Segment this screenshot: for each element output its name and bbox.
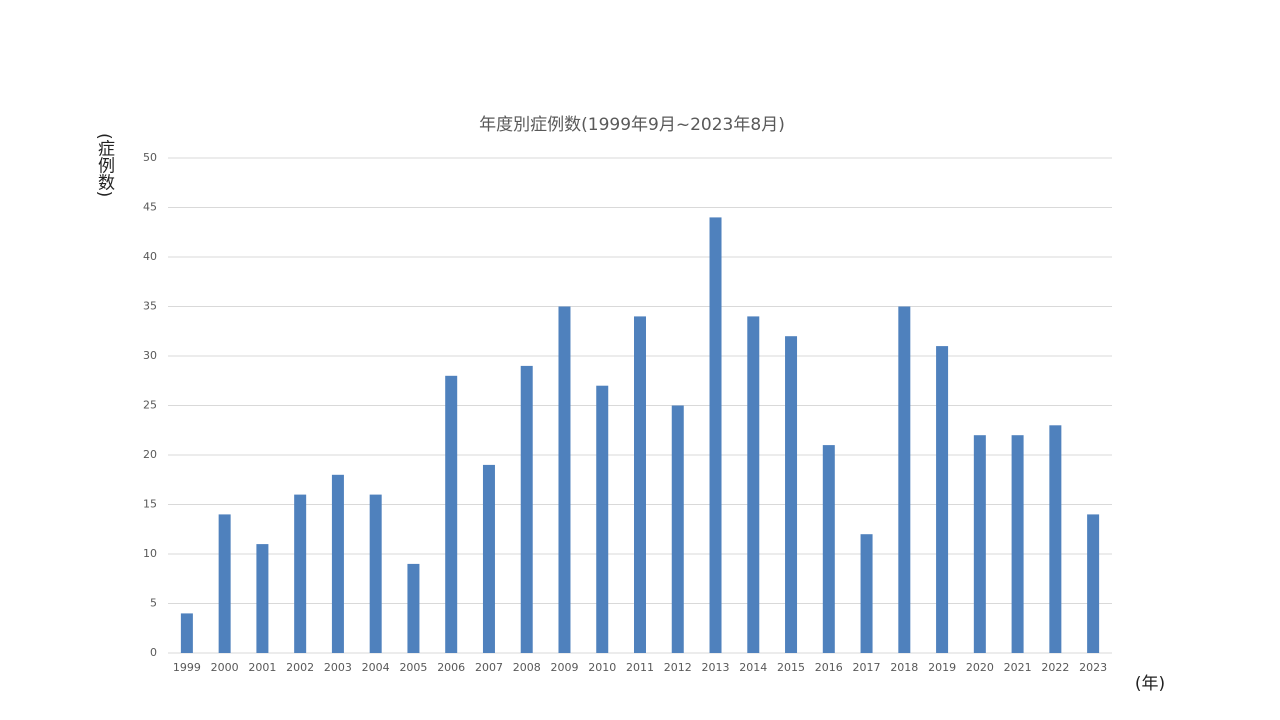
bar [634, 316, 646, 653]
x-tick-label: 2010 [588, 661, 616, 674]
x-tick-label: 2008 [513, 661, 541, 674]
x-tick-label: 2000 [211, 661, 239, 674]
x-tick-label: 2020 [966, 661, 994, 674]
x-tick-label: 2019 [928, 661, 956, 674]
y-tick-label: 30 [143, 349, 157, 362]
x-tick-label: 1999 [173, 661, 201, 674]
bar [596, 385, 609, 653]
x-tick-label: 2017 [853, 661, 881, 674]
x-tick-label: 2005 [399, 661, 427, 674]
x-tick-label: 2015 [777, 661, 805, 674]
bar [256, 544, 269, 653]
y-axis-label: (症例数) [94, 133, 115, 197]
bar [520, 365, 533, 653]
bar [180, 613, 193, 653]
x-tick-label: 2004 [362, 661, 390, 674]
x-tick-label: 2006 [437, 661, 465, 674]
x-tick-label: 2014 [739, 661, 767, 674]
x-tick-label: 2021 [1004, 661, 1032, 674]
bar [294, 494, 307, 653]
y-tick-label: 0 [150, 646, 157, 659]
bar [1011, 435, 1024, 653]
y-tick-label: 5 [150, 597, 157, 610]
bar [331, 474, 344, 653]
chart-title: 年度別症例数(1999年9月~2023年8月) [479, 115, 785, 135]
x-tick-label: 2009 [550, 661, 578, 674]
y-tick-label: 20 [143, 448, 157, 461]
bar [218, 514, 231, 653]
bar [558, 306, 571, 653]
y-tick-label: 10 [143, 547, 157, 560]
bar [671, 405, 684, 653]
bar [973, 435, 986, 653]
bar [785, 336, 798, 653]
bar [747, 316, 760, 653]
x-tick-label: 2018 [890, 661, 918, 674]
bar [822, 445, 835, 653]
x-tick-label: 2003 [324, 661, 352, 674]
x-tick-label: 2001 [248, 661, 276, 674]
bar [898, 306, 911, 653]
x-tick-label: 2007 [475, 661, 503, 674]
y-tick-label: 40 [143, 250, 157, 263]
bar [1087, 514, 1100, 653]
x-axis-label: (年) [1135, 674, 1165, 694]
y-tick-label: 25 [143, 399, 157, 412]
x-tick-label: 2023 [1079, 661, 1107, 674]
bar [709, 217, 722, 653]
y-tick-label: 35 [143, 300, 157, 313]
x-tick-label: 2002 [286, 661, 314, 674]
bar [936, 346, 949, 653]
bar [860, 534, 873, 653]
x-tick-label: 2016 [815, 661, 843, 674]
bar [369, 494, 382, 653]
y-tick-label: 45 [143, 201, 157, 214]
x-tick-label: 2012 [664, 661, 692, 674]
bar [482, 464, 495, 653]
x-tick-label: 2013 [702, 661, 730, 674]
x-tick-label: 2011 [626, 661, 654, 674]
bar [407, 563, 420, 653]
bar [1049, 425, 1062, 653]
y-tick-label: 15 [143, 498, 157, 511]
x-tick-label: 2022 [1041, 661, 1069, 674]
bar [445, 375, 458, 653]
y-tick-label: 50 [143, 151, 157, 164]
